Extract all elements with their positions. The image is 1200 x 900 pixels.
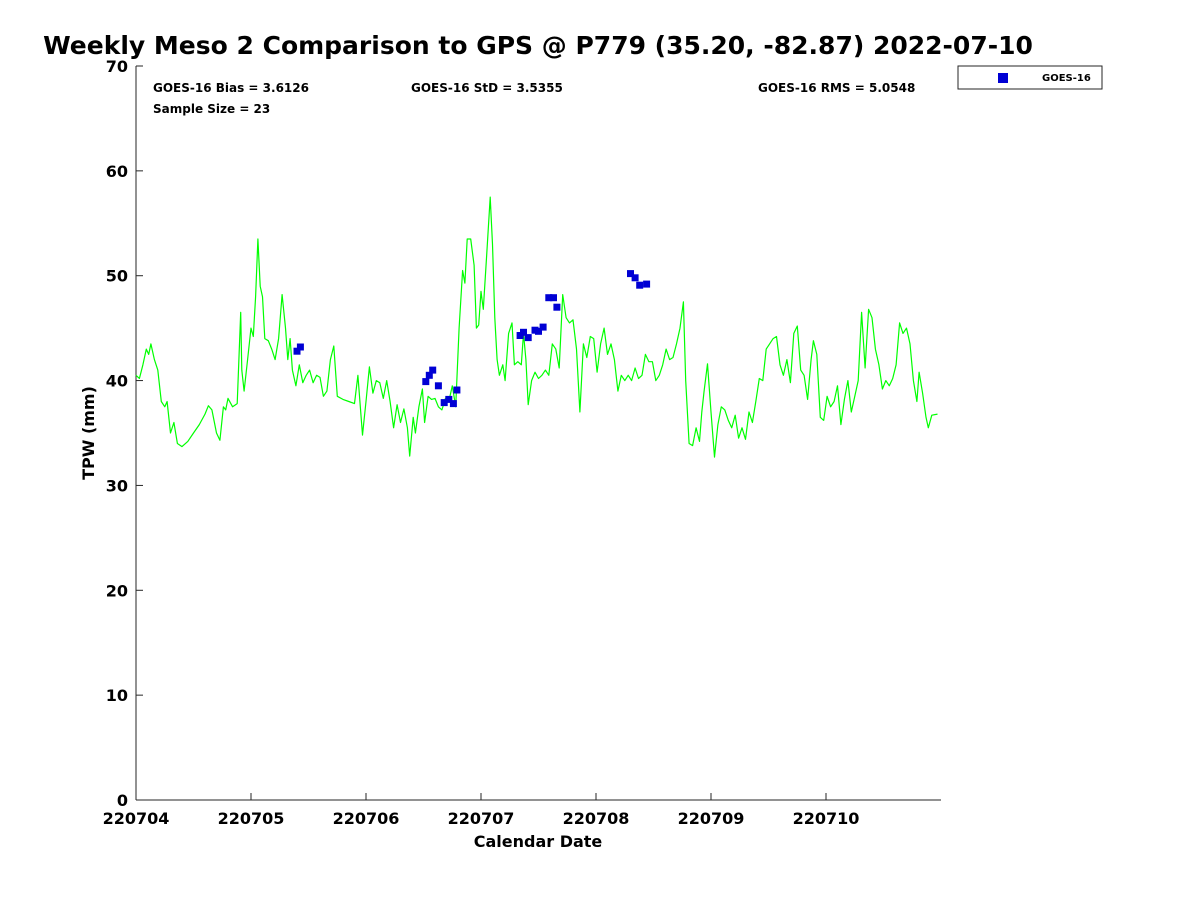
bias-stat: GOES-16 Bias = 3.6126 [153,81,309,95]
x-tick-label: 220704 [103,809,170,828]
y-axis-label: TPW (mm) [79,386,98,480]
legend-box [957,65,1103,90]
y-tick-label: 40 [106,372,128,391]
plot-frame [136,66,941,800]
x-axis-ticks: 220704 220705 220706 220707 220708 220709 2207… [103,793,860,828]
goes16-point [553,303,561,311]
y-axis-ticks: 0 10 20 30 40 50 60 70 [106,57,143,810]
legend-label-goes16: GOES-16 [1042,73,1091,84]
gps-series-layer [135,196,938,458]
y-tick-label: 60 [106,162,128,181]
goes16-point [296,343,304,351]
goes16-point [631,274,639,282]
goes16-point [422,378,430,386]
goes16-point [627,270,634,278]
goes16-point [425,371,433,379]
std-stat: GOES-16 StD = 3.5355 [411,81,563,95]
goes16-point [520,328,527,336]
goes16-point [545,294,553,302]
x-axis-label: Calendar Date [474,832,603,851]
plot-area [135,66,941,801]
legend-marker-goes16 [998,73,1008,83]
goes16-point [636,281,644,289]
goes16-series-layer [293,270,651,408]
goes16-point [550,294,557,302]
x-tick-label: 220708 [563,809,630,828]
goes16-point [440,399,448,407]
legend: GOES-16 [957,65,1103,90]
goes16-point [539,323,547,331]
goes16-point [524,334,532,342]
goes16-point [429,366,437,374]
x-tick-label: 220705 [218,809,285,828]
x-tick-label: 220709 [678,809,745,828]
sample-size-stat: Sample Size = 23 [153,102,270,116]
goes16-point [643,280,651,288]
chart-title: Weekly Meso 2 Comparison to GPS @ P779 (… [43,31,1033,60]
stats-block: GOES-16 Bias = 3.6126 GOES-16 StD = 3.53… [153,81,915,116]
goes16-point [535,327,542,335]
x-tick-label: 220710 [793,809,860,828]
goes16-point [449,400,457,408]
goes16-point [453,386,461,394]
y-tick-label: 50 [106,267,128,286]
gps-tpw-line [135,196,938,458]
goes16-point [445,395,453,403]
y-tick-label: 10 [106,686,128,705]
y-tick-label: 30 [106,476,128,495]
y-tick-label: 0 [117,791,128,810]
goes16-point [293,347,301,355]
y-tick-label: 70 [106,57,128,76]
x-tick-label: 220706 [333,809,400,828]
y-tick-label: 20 [106,581,128,600]
x-tick-label: 220707 [448,809,515,828]
rms-stat: GOES-16 RMS = 5.0548 [758,81,915,95]
goes16-point [434,382,442,390]
